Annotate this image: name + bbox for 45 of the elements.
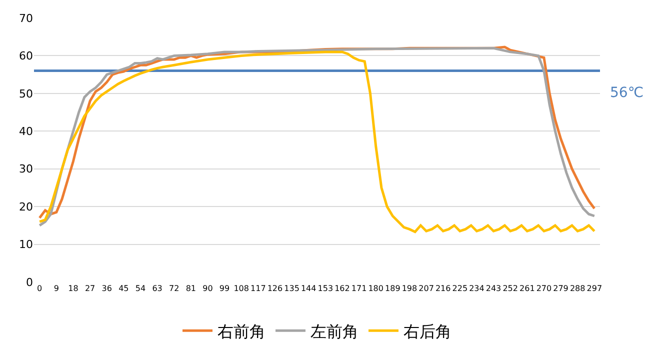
x-tick-label: 144 — [300, 284, 316, 293]
x-tick-label: 162 — [334, 284, 350, 293]
x-tick-label: 297 — [586, 284, 602, 293]
legend-label: 右后角 — [404, 322, 452, 341]
x-tick-label: 54 — [135, 284, 146, 293]
x-tick-label: 270 — [536, 284, 552, 293]
x-tick-label: 117 — [250, 284, 266, 293]
y-tick-label: 40 — [19, 124, 33, 138]
x-tick-label: 252 — [502, 284, 518, 293]
x-tick-label: 180 — [368, 284, 384, 293]
x-tick-label: 18 — [68, 284, 78, 293]
y-tick-label: 10 — [19, 238, 33, 252]
x-tick-label: 189 — [385, 284, 400, 293]
x-tick-label: 126 — [267, 284, 283, 293]
x-tick-label: 27 — [84, 284, 96, 293]
x-tick-label: 90 — [202, 284, 213, 293]
x-tick-label: 288 — [570, 284, 586, 293]
x-tick-label: 135 — [284, 284, 300, 293]
y-tick-label: 70 — [19, 12, 33, 25]
x-tick-label: 198 — [402, 284, 418, 293]
x-tick-label: 36 — [102, 284, 112, 293]
y-tick-label: 50 — [19, 87, 33, 100]
legend-label: 右前角 — [218, 322, 266, 341]
x-tick-label: 81 — [186, 284, 196, 293]
x-tick-label: 234 — [469, 284, 484, 293]
x-tick-label: 225 — [452, 284, 468, 293]
x-tick-label: 9 — [54, 284, 59, 293]
x-tick-label: 153 — [318, 284, 334, 293]
y-tick-label: 30 — [19, 162, 33, 176]
x-tick-label: 243 — [486, 284, 502, 293]
x-tick-label: 216 — [435, 284, 451, 293]
x-tick-label: 108 — [234, 284, 249, 293]
legend-label: 左前角 — [310, 322, 358, 341]
x-tick-label: 0 — [37, 284, 42, 293]
y-tick-label: 60 — [19, 50, 33, 63]
x-tick-label: 99 — [219, 284, 230, 293]
ref-line-label: 56℃ — [610, 85, 644, 101]
y-tick-label: 20 — [19, 200, 33, 214]
x-tick-label: 207 — [418, 284, 434, 293]
x-tick-label: 63 — [152, 284, 162, 293]
x-tick-label: 261 — [520, 284, 535, 293]
x-tick-label: 72 — [169, 284, 180, 293]
x-tick-label: 279 — [553, 284, 568, 293]
x-tick-label: 45 — [118, 284, 129, 293]
x-tick-label: 171 — [351, 284, 367, 293]
